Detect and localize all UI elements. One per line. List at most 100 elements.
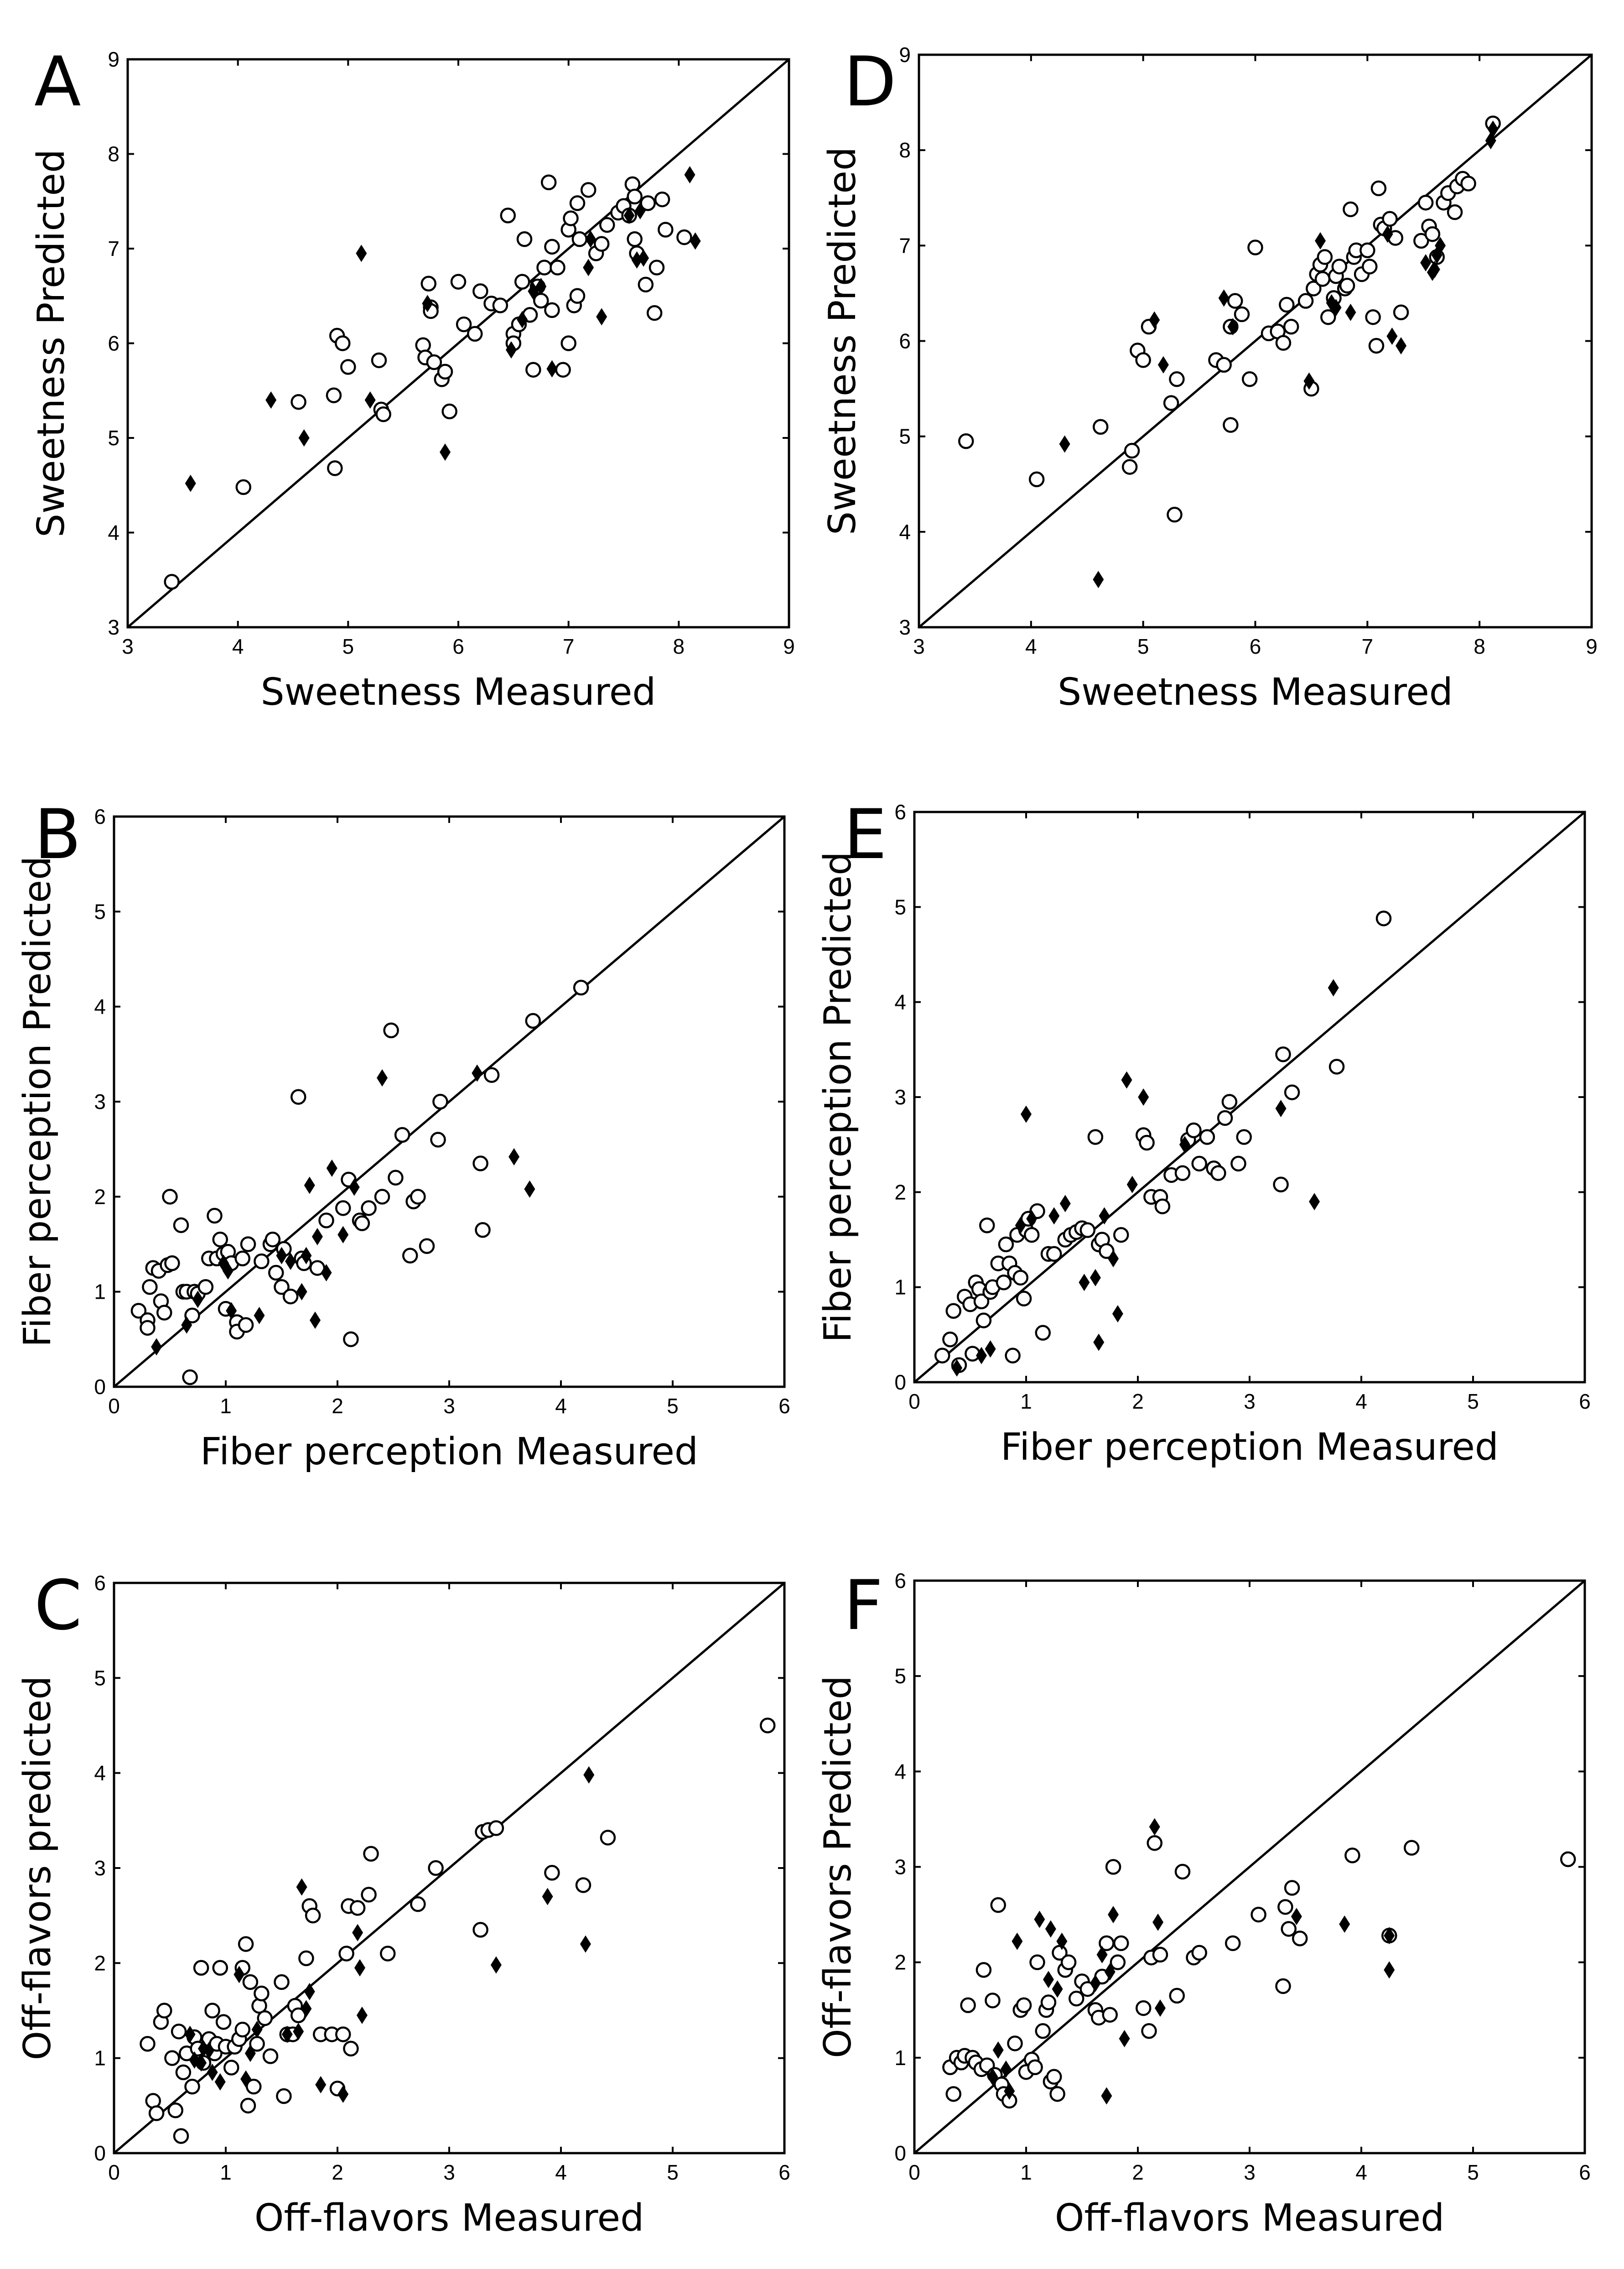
point-open-e-53 <box>1217 1110 1233 1126</box>
point-diamond-b-8 <box>285 1253 296 1270</box>
x-tick-label-b-3: 3 <box>443 1394 455 1418</box>
point-diamond-b-15 <box>326 1159 337 1177</box>
y-tick-label-f-5: 5 <box>894 1664 906 1688</box>
point-diamond-b-12 <box>310 1311 321 1329</box>
point-open-b-9 <box>162 1189 178 1205</box>
point-open-c-9 <box>175 2064 192 2081</box>
point-diamond-e-8 <box>1079 1274 1090 1291</box>
point-open-b-15 <box>184 1307 200 1323</box>
point-open-c-53 <box>349 1900 366 1916</box>
x-tick-label-d-6: 6 <box>1250 635 1261 658</box>
y-axis-label-e: Fiber perception Predicted <box>816 852 860 1343</box>
point-diamond-d-6 <box>1303 372 1315 390</box>
y-tick-label-d-5: 5 <box>899 425 911 448</box>
point-open-a-22 <box>467 326 483 342</box>
point-diamond-b-20 <box>508 1148 520 1166</box>
point-open-c-38 <box>276 2088 292 2104</box>
y-tick-label-a-9: 9 <box>108 47 119 71</box>
x-axis-label-b: Fiber perception Measured <box>200 1430 698 1473</box>
point-diamond-c-18 <box>352 1924 363 1941</box>
point-open-b-31 <box>240 1236 256 1252</box>
point-open-f-53 <box>1225 1935 1241 1952</box>
point-diamond-c-0 <box>184 2025 196 2043</box>
point-open-a-31 <box>516 231 533 247</box>
point-diamond-f-21 <box>1384 1961 1395 1979</box>
point-diamond-c-17 <box>337 2085 349 2103</box>
point-diamond-f-9 <box>1056 1932 1068 1950</box>
point-open-e-16 <box>998 1236 1014 1253</box>
point-open-c-30 <box>242 1974 259 1990</box>
y-tick-label-c-0: 0 <box>94 2141 106 2165</box>
point-diamond-f-18 <box>1155 1999 1166 2017</box>
point-open-f-13 <box>990 1897 1006 1913</box>
identity-line-b <box>113 816 785 1388</box>
point-open-d-14 <box>1223 417 1239 433</box>
point-open-a-47 <box>569 288 586 304</box>
point-open-f-42 <box>1110 1954 1126 1970</box>
point-open-c-64 <box>575 1877 591 1893</box>
point-open-d-4 <box>1124 442 1140 459</box>
point-open-d-3 <box>1121 459 1138 475</box>
point-diamond-e-12 <box>1108 1250 1119 1268</box>
panel-c: C 0 1 2 3 4 5 6 0 1 2 3 4 5 6 Off-flavors Measured Off-f… <box>16 1566 790 2240</box>
point-open-a-44 <box>563 210 579 226</box>
point-open-e-46 <box>1174 1165 1191 1181</box>
point-diamond-b-16 <box>337 1226 349 1244</box>
point-diamond-f-17 <box>1152 1913 1164 1931</box>
point-diamond-c-7 <box>233 1966 245 1983</box>
point-open-c-5 <box>164 2050 180 2066</box>
point-open-d-44 <box>1368 338 1385 354</box>
x-tick-label-f-0: 0 <box>908 2160 920 2184</box>
panel-b: B 0 1 2 3 4 5 6 0 1 2 3 4 5 6 Fiber perception Measured… <box>16 795 790 1473</box>
point-open-e-49 <box>1191 1155 1207 1172</box>
point-open-b-53 <box>394 1127 410 1143</box>
point-open-e-25 <box>1024 1227 1040 1243</box>
point-open-c-52 <box>343 2040 359 2057</box>
x-tick-label-d-8: 8 <box>1474 635 1485 658</box>
point-diamond-d-1 <box>1093 571 1104 588</box>
point-open-c-56 <box>380 1946 396 1962</box>
point-diamond-d-18 <box>1435 237 1446 255</box>
point-diamond-b-1 <box>181 1316 192 1334</box>
point-open-c-34 <box>254 1985 270 2002</box>
point-open-d-0 <box>958 433 974 449</box>
point-diamond-f-6 <box>1043 1971 1054 1988</box>
point-open-e-58 <box>1275 1046 1291 1062</box>
point-diamond-e-6 <box>1048 1207 1060 1225</box>
point-diamond-d-2 <box>1149 311 1160 329</box>
point-open-d-61 <box>1460 176 1476 192</box>
y-tick-label-f-3: 3 <box>894 1855 906 1879</box>
point-open-f-9 <box>975 1962 992 1978</box>
x-tick-label-c-1: 1 <box>220 2160 232 2184</box>
point-open-a-40 <box>550 260 566 276</box>
x-tick-label-a-4: 4 <box>232 635 244 658</box>
x-axis-label-a: Sweetness Measured <box>261 671 656 714</box>
x-tick-label-b-2: 2 <box>332 1394 343 1418</box>
point-open-a-64 <box>654 191 670 208</box>
x-tick-label-d-5: 5 <box>1137 635 1149 658</box>
x-tick-label-e-0: 0 <box>908 1390 920 1413</box>
point-open-b-18 <box>197 1279 214 1295</box>
point-open-a-7 <box>340 359 356 375</box>
point-open-a-60 <box>638 276 654 293</box>
point-diamond-f-1 <box>992 2041 1004 2059</box>
point-diamond-c-12 <box>293 2023 304 2040</box>
point-diamond-c-15 <box>304 1983 315 2000</box>
point-diamond-c-5 <box>207 2063 218 2081</box>
point-open-c-63 <box>544 1865 560 1881</box>
panel-e: E 0 1 2 3 4 5 6 0 1 2 3 4 5 6 Fiber perception Measured… <box>816 795 1591 1469</box>
point-open-e-57 <box>1273 1176 1289 1192</box>
x-axis-label-f: Off-flavors Measured <box>1055 2196 1444 2240</box>
point-open-a-13 <box>420 276 436 292</box>
x-tick-label-b-6: 6 <box>778 1394 790 1418</box>
point-diamond-b-9 <box>296 1283 307 1301</box>
point-diamond-c-8 <box>240 2070 252 2088</box>
point-diamond-e-15 <box>1126 1176 1138 1193</box>
point-diamond-d-16 <box>1429 260 1440 278</box>
point-open-e-35 <box>1087 1129 1104 1145</box>
point-open-a-26 <box>500 208 516 224</box>
y-tick-label-a-8: 8 <box>108 142 119 166</box>
point-open-e-10 <box>975 1312 992 1328</box>
point-open-c-55 <box>363 1846 379 1862</box>
